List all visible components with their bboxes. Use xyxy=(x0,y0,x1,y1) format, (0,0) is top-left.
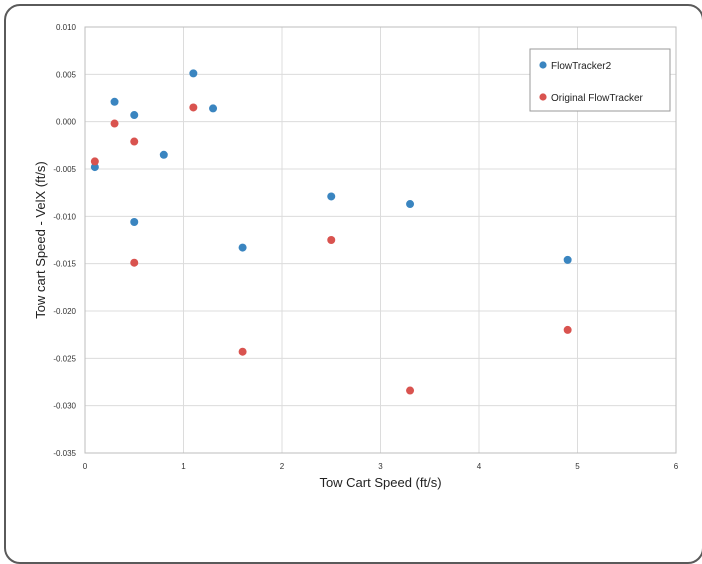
data-point-original-flowtracker xyxy=(90,157,99,166)
plot-area-border xyxy=(84,26,677,454)
y-tick-label: -0.025 xyxy=(53,354,76,363)
y-tick-label: -0.015 xyxy=(53,260,76,269)
data-point-original-flowtracker xyxy=(327,236,336,244)
y-tick-label: -0.005 xyxy=(53,165,76,174)
x-tick-label: 6 xyxy=(674,462,679,471)
data-point-flowtracker2 xyxy=(130,111,139,120)
data-points xyxy=(90,69,572,395)
tick-labels: 0.010 0.005 0.000 -0.005 -0.010 -0.015 -0.020 -… xyxy=(53,23,678,471)
data-point-flowtracker2 xyxy=(209,104,218,113)
scatter-chart: 0.010 0.005 0.000 -0.005 -0.010 -0.015 -0.020 -… xyxy=(33,23,679,490)
data-point-flowtracker2 xyxy=(159,150,168,159)
data-point-flowtracker2 xyxy=(189,69,198,78)
y-tick-label: -0.035 xyxy=(53,449,76,458)
data-point-original-flowtracker xyxy=(189,103,198,112)
data-point-flowtracker2 xyxy=(238,243,247,252)
x-tick-label: 1 xyxy=(181,462,186,471)
data-point-original-flowtracker xyxy=(238,347,247,356)
x-axis-title: Tow Cart Speed (ft/s) xyxy=(319,475,441,490)
y-tick-label: -0.030 xyxy=(53,402,76,411)
y-tick-label: 0.000 xyxy=(56,118,77,127)
data-point-flowtracker2 xyxy=(90,163,99,172)
y-tick-label: 0.010 xyxy=(56,23,77,32)
data-point-original-flowtracker xyxy=(110,119,119,128)
data-point-flowtracker2 xyxy=(327,192,336,201)
legend: FlowTracker2 Original FlowTracker xyxy=(529,48,671,112)
legend-marker-original-flowtracker xyxy=(539,93,547,101)
data-point-flowtracker2 xyxy=(406,200,415,209)
data-point-flowtracker2 xyxy=(563,255,572,264)
x-tick-label: 3 xyxy=(378,462,383,471)
legend-label-original-flowtracker: Original FlowTracker xyxy=(551,93,644,104)
legend-box xyxy=(529,48,671,112)
data-point-flowtracker2 xyxy=(110,97,119,106)
x-tick-label: 0 xyxy=(83,462,88,471)
data-point-original-flowtracker xyxy=(406,386,415,395)
x-tick-label: 2 xyxy=(280,462,285,471)
data-point-original-flowtracker xyxy=(130,258,139,267)
legend-marker-flowtracker2 xyxy=(539,61,547,69)
x-tick-label: 4 xyxy=(477,462,482,471)
data-point-original-flowtracker xyxy=(130,137,139,146)
data-point-original-flowtracker xyxy=(563,325,572,334)
y-tick-label: -0.020 xyxy=(53,307,76,316)
data-point-flowtracker2 xyxy=(130,218,139,227)
y-tick-label: -0.010 xyxy=(53,212,76,221)
y-axis-title: Tow cart Speed - VelX (ft/s) xyxy=(33,161,48,319)
legend-label-flowtracker2: FlowTracker2 xyxy=(551,61,612,72)
y-tick-label: 0.005 xyxy=(56,70,77,79)
x-tick-label: 5 xyxy=(575,462,580,471)
